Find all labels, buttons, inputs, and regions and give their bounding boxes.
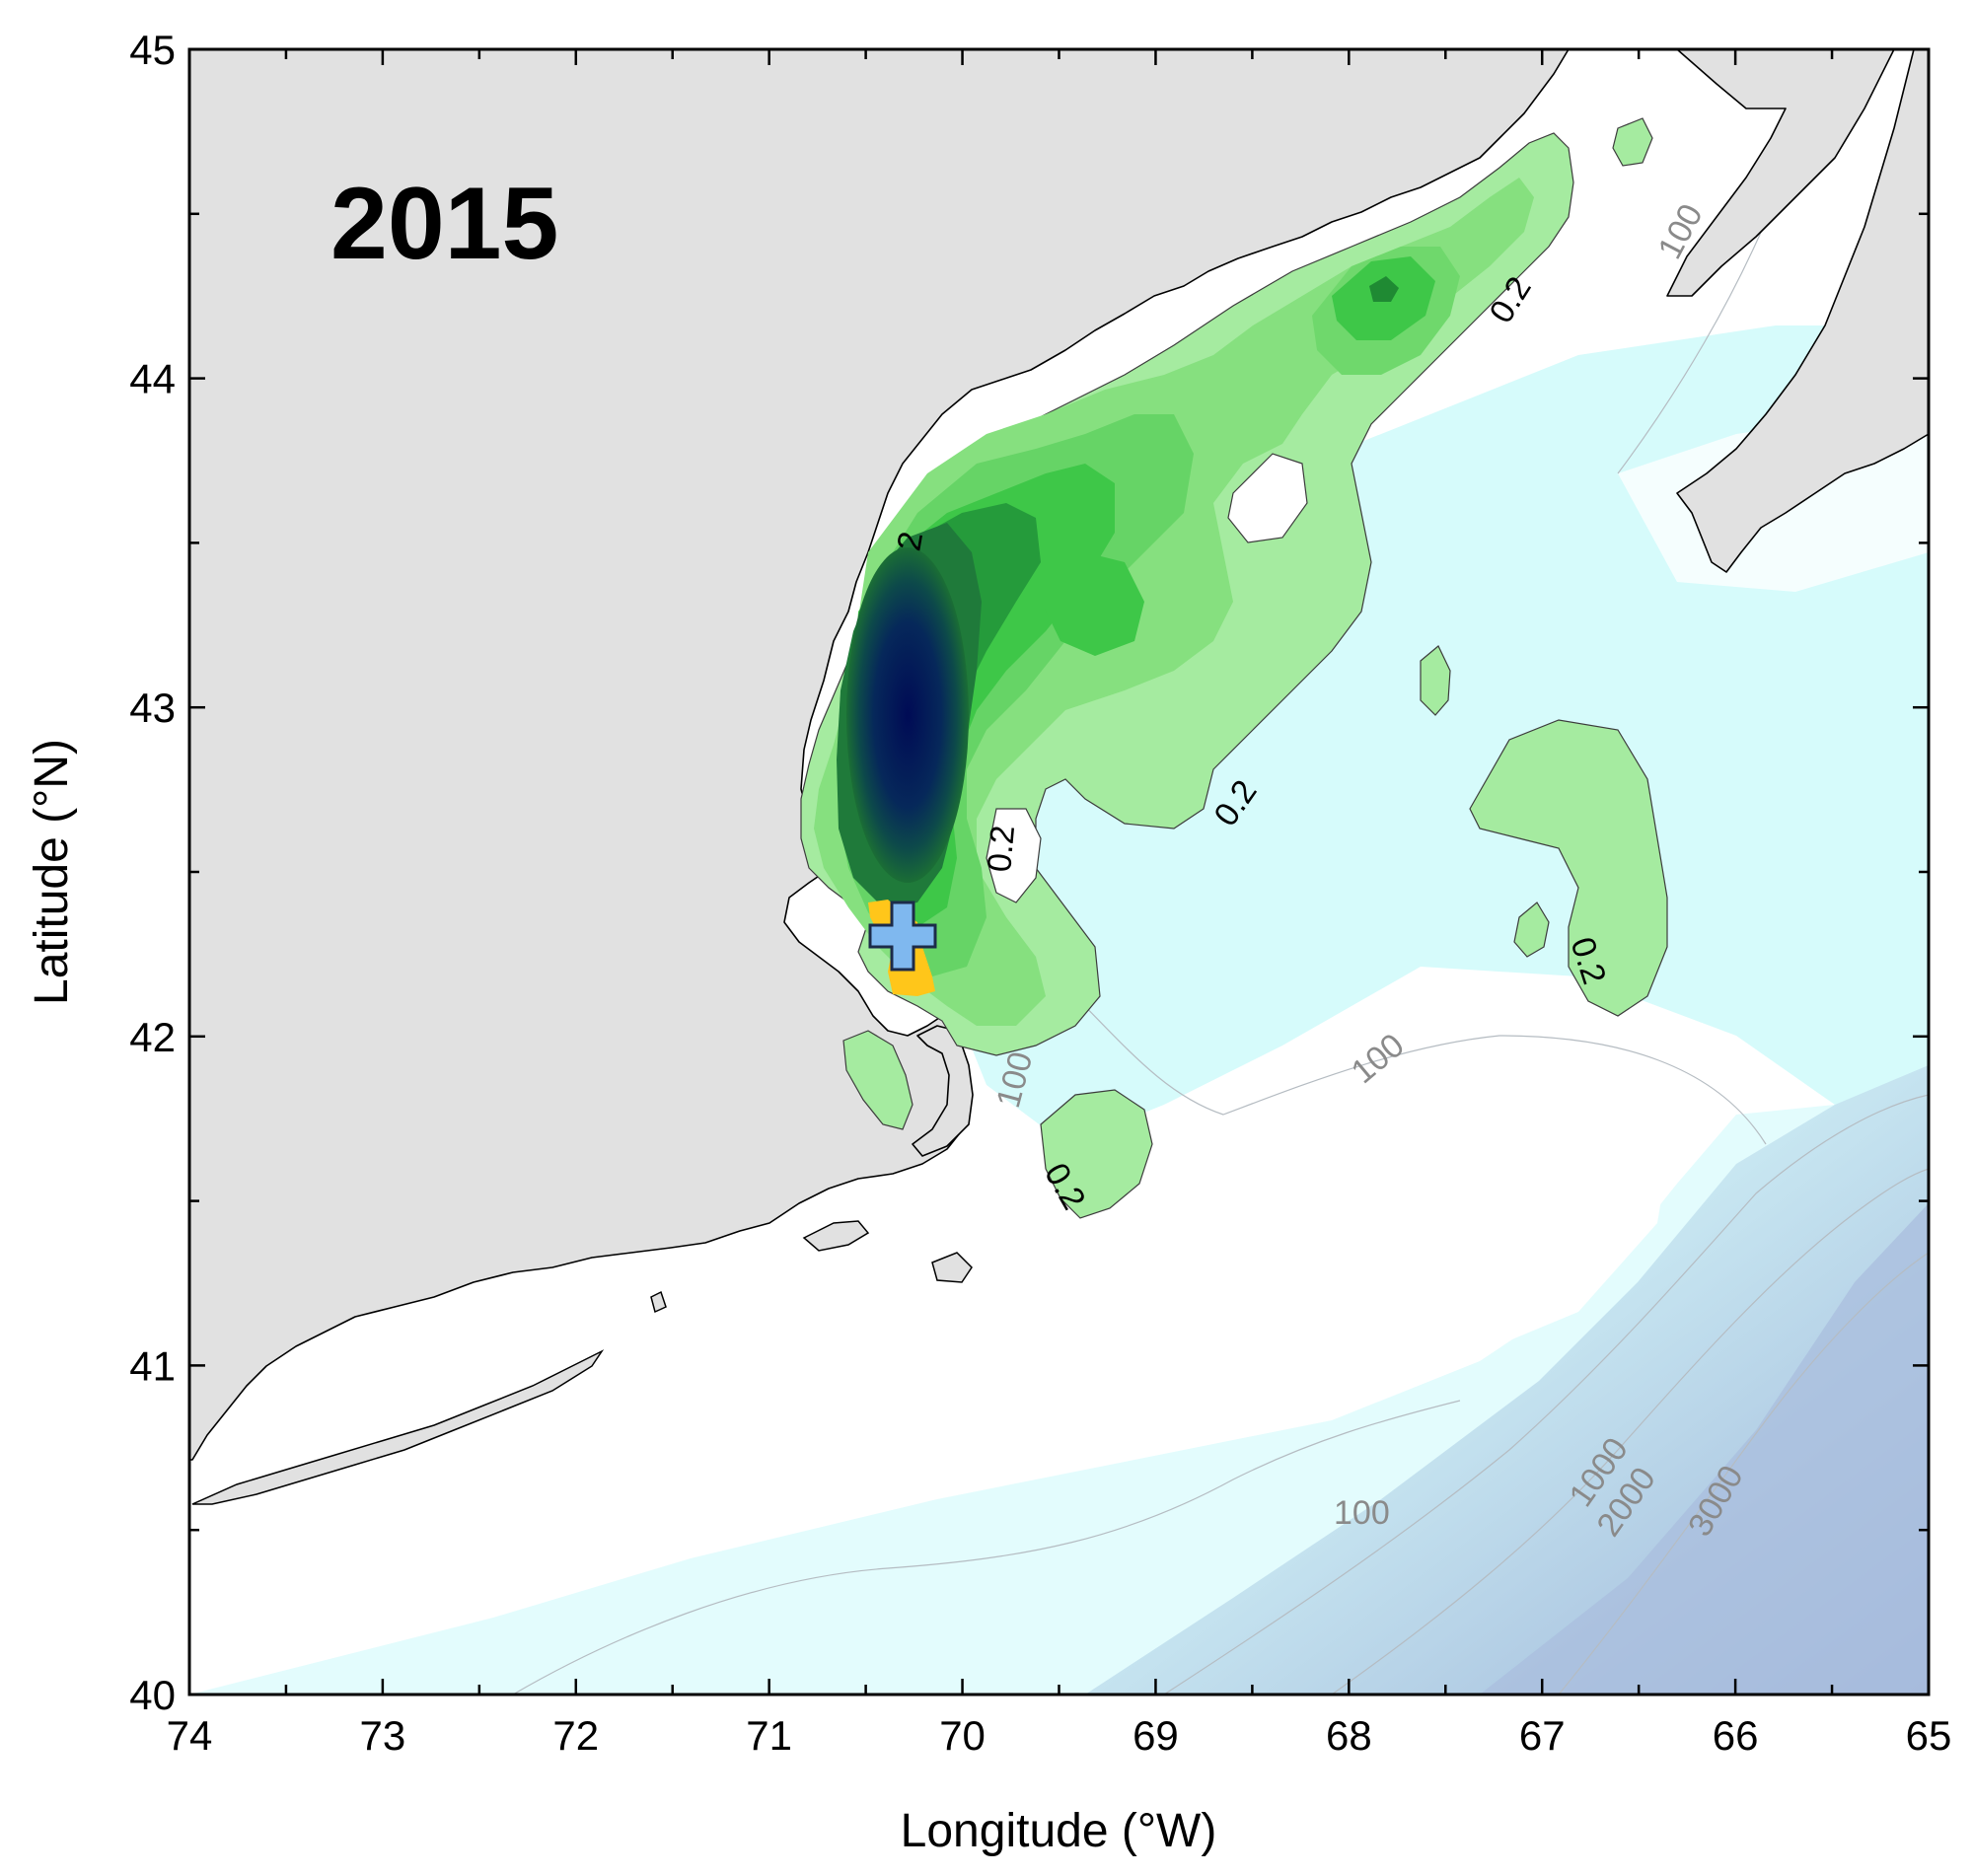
long-island	[191, 1349, 605, 1505]
bloom-contour-0.2-east-c	[1513, 902, 1550, 958]
marthas-vineyard	[802, 1220, 870, 1252]
x-axis-ticks: 74 73 72 71 70 69 68 67 66 65	[167, 49, 1952, 1759]
x-tick-label: 72	[552, 1712, 599, 1759]
x-tick-label: 73	[360, 1712, 406, 1759]
isobath-label-100-south: 100	[1334, 1494, 1390, 1532]
y-tick-label: 43	[129, 685, 176, 731]
contour-label-0.2-hole: 0.2	[981, 824, 1022, 873]
bloom-contour-high-offshore	[1044, 552, 1144, 656]
bloom-hole-a	[1227, 453, 1308, 543]
y-tick-label: 41	[129, 1342, 176, 1389]
isobath-2000m	[1331, 1168, 1929, 1695]
isobath-3000m	[1558, 1252, 1929, 1695]
bloom-peak-gom-east	[1369, 276, 1399, 302]
y-tick-label: 44	[129, 356, 176, 402]
bloom-contour-0.2-east-a	[1469, 719, 1668, 1017]
bloom-hole-b	[986, 808, 1042, 903]
x-tick-label: 74	[167, 1712, 213, 1759]
station-marker	[868, 901, 937, 972]
y-tick-label: 40	[129, 1672, 176, 1718]
x-tick-label: 68	[1326, 1712, 1372, 1759]
y-axis-title: Latitude (°N)	[26, 739, 78, 1005]
bloom-contour-mid-1	[814, 178, 1534, 1026]
y-axis-ticks: 40 41 42 43 44 45	[129, 27, 1929, 1718]
bloom-contour-0.2-cape-cod-bay	[842, 1030, 913, 1130]
year-label: 2015	[330, 167, 558, 281]
georges-bank-shoal	[1164, 1006, 1677, 1381]
y-tick-label: 45	[129, 27, 176, 73]
isobath-1000m	[1163, 1094, 1929, 1695]
x-axis-title: Longitude (°W)	[901, 1805, 1217, 1857]
x-tick-label: 71	[746, 1712, 792, 1759]
x-tick-label: 69	[1133, 1712, 1179, 1759]
bloom-contour-0.2-south	[1040, 1089, 1153, 1219]
land-nova-scotia	[1676, 49, 1929, 573]
land-nova-scotia-north	[1666, 49, 1895, 297]
block-island	[650, 1290, 667, 1314]
isobath-100m-south	[512, 1400, 1461, 1695]
bloom-contour-0.2-east-b	[1420, 645, 1451, 716]
land-new-england	[189, 49, 1570, 1461]
nantucket	[931, 1252, 973, 1283]
x-tick-label: 65	[1906, 1712, 1952, 1759]
x-tick-label: 70	[939, 1712, 986, 1759]
y-tick-label: 42	[129, 1014, 176, 1060]
bloom-core-maximum	[846, 547, 969, 883]
x-tick-label: 67	[1519, 1712, 1566, 1759]
bloom-contour-0.2-northeast	[1612, 117, 1653, 167]
isobath-100m-gulf	[1064, 985, 1767, 1145]
x-tick-label: 66	[1713, 1712, 1759, 1759]
deep-ocean	[1480, 1203, 1929, 1695]
